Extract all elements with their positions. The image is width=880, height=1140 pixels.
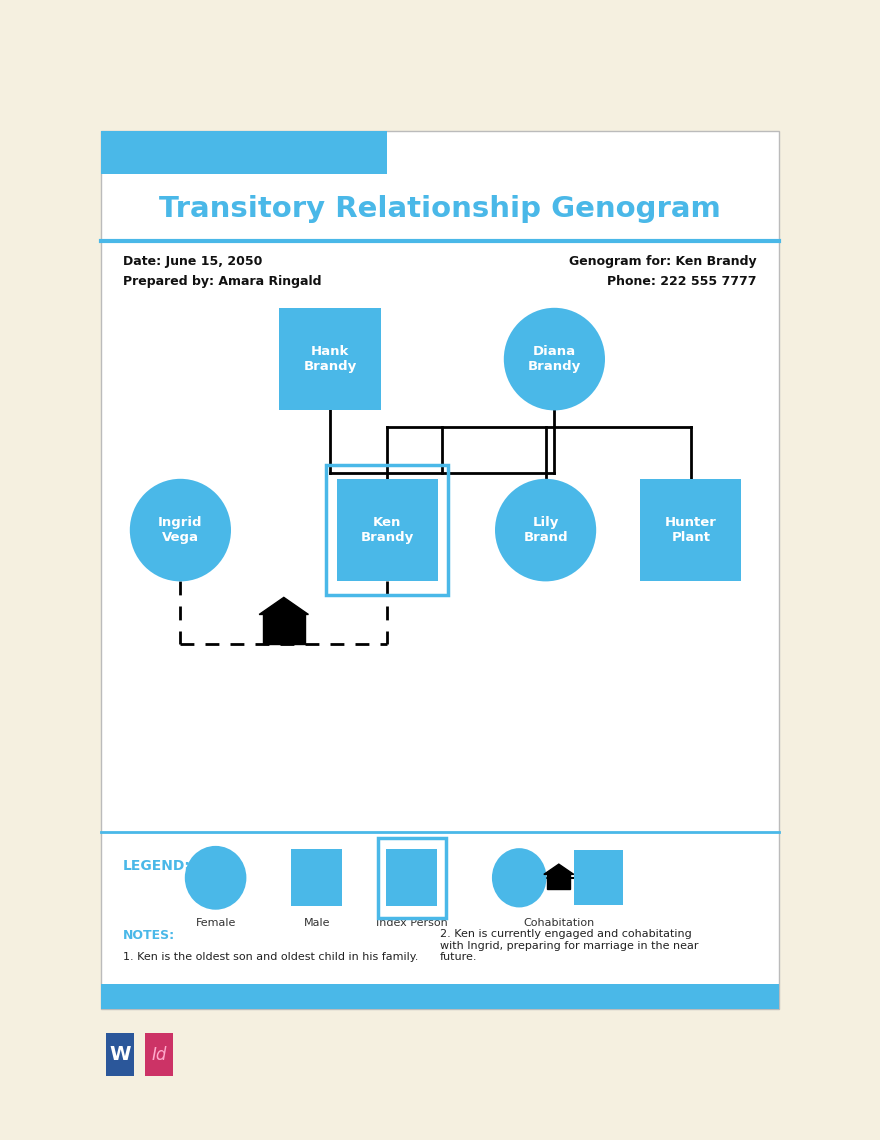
Text: Ingrid
Vega: Ingrid Vega [158, 516, 202, 544]
Ellipse shape [129, 479, 231, 581]
Text: Id: Id [151, 1045, 166, 1064]
Polygon shape [547, 874, 570, 889]
Text: Date: June 15, 2050: Date: June 15, 2050 [123, 254, 262, 268]
Text: Ken
Brandy: Ken Brandy [361, 516, 414, 544]
FancyBboxPatch shape [101, 984, 779, 1009]
FancyBboxPatch shape [291, 849, 342, 906]
Ellipse shape [492, 848, 546, 907]
Text: Hunter
Plant: Hunter Plant [665, 516, 716, 544]
Text: Cohabitation: Cohabitation [524, 919, 594, 928]
Polygon shape [259, 597, 309, 614]
Polygon shape [544, 864, 574, 874]
Ellipse shape [495, 479, 597, 581]
Text: Index Person: Index Person [376, 919, 448, 928]
Text: Prepared by: Amara Ringald: Prepared by: Amara Ringald [123, 275, 322, 288]
Text: Phone: 222 555 7777: Phone: 222 555 7777 [607, 275, 757, 288]
FancyBboxPatch shape [279, 308, 380, 410]
Text: W: W [109, 1045, 130, 1064]
Text: Transitory Relationship Genogram: Transitory Relationship Genogram [159, 195, 721, 222]
FancyBboxPatch shape [101, 131, 387, 174]
Text: Female: Female [195, 919, 236, 928]
FancyBboxPatch shape [144, 1033, 173, 1076]
FancyBboxPatch shape [574, 850, 623, 905]
Polygon shape [262, 614, 304, 644]
Ellipse shape [503, 308, 605, 410]
FancyBboxPatch shape [386, 849, 437, 906]
Ellipse shape [185, 846, 246, 910]
Text: LEGEND:: LEGEND: [123, 860, 191, 873]
Text: 1. Ken is the oldest son and oldest child in his family.: 1. Ken is the oldest son and oldest chil… [123, 952, 419, 962]
Text: Lily
Brand: Lily Brand [524, 516, 568, 544]
Text: Diana
Brandy: Diana Brandy [528, 345, 581, 373]
FancyBboxPatch shape [641, 479, 741, 581]
Text: 2. Ken is currently engaged and cohabitating
with Ingrid, preparing for marriage: 2. Ken is currently engaged and cohabita… [440, 929, 699, 962]
FancyBboxPatch shape [106, 1033, 134, 1076]
Text: Hank
Brandy: Hank Brandy [304, 345, 356, 373]
FancyBboxPatch shape [101, 131, 779, 1009]
FancyBboxPatch shape [336, 479, 438, 581]
Text: Id: Id [151, 1045, 166, 1064]
Text: Male: Male [304, 919, 330, 928]
Text: Genogram for: Ken Brandy: Genogram for: Ken Brandy [569, 254, 757, 268]
Text: NOTES:: NOTES: [123, 929, 175, 942]
